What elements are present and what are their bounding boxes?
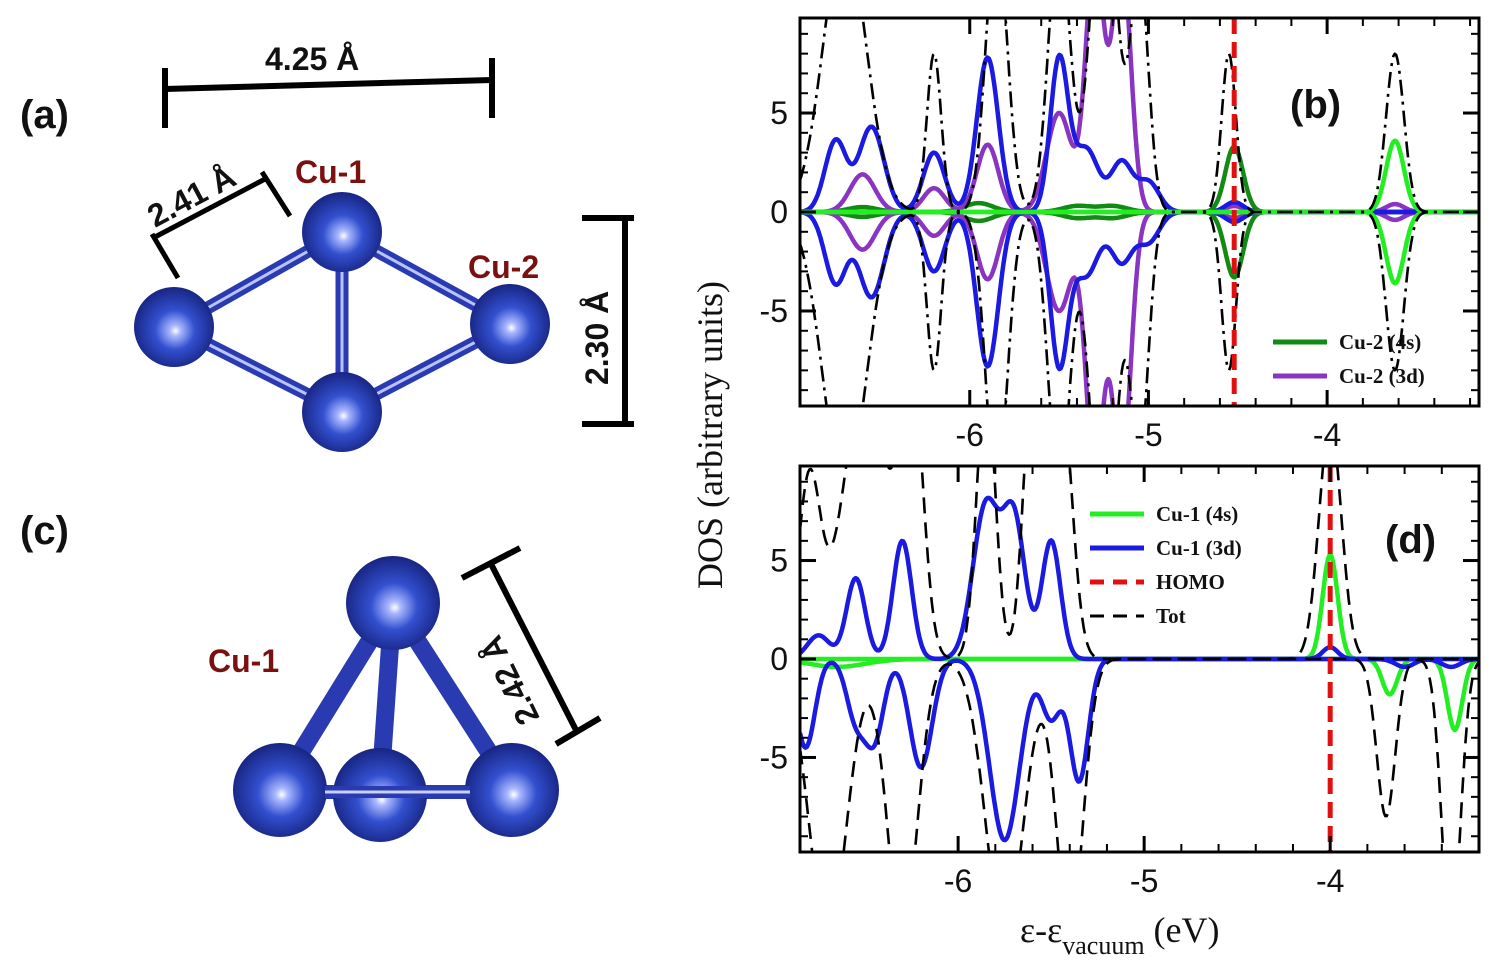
x-tick-label: -5 bbox=[1130, 863, 1158, 899]
y-tick-label: -5 bbox=[760, 739, 788, 775]
dimension-label-a2: 2.41 Å bbox=[141, 158, 241, 234]
y-tick-label: 0 bbox=[770, 194, 788, 230]
atom-cu2-left bbox=[134, 287, 214, 367]
legend-d: Cu-1 (4s) Cu-1 (3d) HOMO Tot bbox=[1090, 502, 1242, 628]
panel-label-a: (a) bbox=[20, 93, 69, 137]
legend-b: Cu-2 (4s) Cu-2 (3d) bbox=[1273, 330, 1425, 388]
atom-c-left bbox=[233, 743, 327, 837]
atom-label-cu2: Cu-2 bbox=[468, 249, 539, 285]
legend-label: Tot bbox=[1156, 604, 1186, 628]
legend-label: Cu-1 (4s) bbox=[1156, 502, 1238, 526]
plot-frame-d bbox=[798, 464, 1481, 854]
dimension-tick bbox=[554, 715, 602, 747]
dimension-bar-c bbox=[487, 560, 580, 734]
x-tick-label: -6 bbox=[944, 863, 972, 899]
dimension-tick bbox=[259, 170, 293, 218]
y-tick-label: -5 bbox=[760, 293, 788, 329]
dimension-bar-a2 bbox=[153, 175, 269, 240]
dimension-bar-a1 bbox=[164, 77, 493, 92]
legend-label: Cu-2 (3d) bbox=[1339, 364, 1425, 388]
legend-label: Cu-2 (4s) bbox=[1339, 330, 1421, 354]
panel-label-d: (d) bbox=[1385, 518, 1436, 562]
atom-c-top bbox=[346, 556, 440, 650]
dos-plot-b: -6 -5 -4 -5 0 5 (b) Cu-2 (4s) Cu-2 (3d) bbox=[760, 16, 1481, 453]
dimension-tick bbox=[149, 232, 181, 280]
x-tick-label: -6 bbox=[956, 417, 984, 453]
series-cu-4s-light-down bbox=[800, 209, 1479, 286]
x-tick-label: -5 bbox=[1134, 417, 1162, 453]
dos-plot-d: -6 -5 -4 -5 0 5 (d) Cu-1 (4s) Cu-1 (3d) HOMO Tot bbox=[760, 464, 1481, 899]
legend-label: HOMO bbox=[1156, 570, 1225, 594]
legend-label: Cu-1 (3d) bbox=[1156, 536, 1242, 560]
dimension-label-a3: 2.30 Å bbox=[579, 291, 615, 385]
series-tot-up bbox=[800, 466, 1479, 661]
panel-label-c: (c) bbox=[20, 509, 69, 553]
series-cu-1-4s-up bbox=[800, 552, 1479, 662]
panel-a: (a) 4.25 Å 2.41 Å 2.30 Å bbox=[20, 41, 634, 452]
x-tick-label: -4 bbox=[1313, 417, 1341, 453]
panel-c: (c) 2.42 Å Cu-1 bbox=[20, 509, 602, 842]
atom-cu1-bottom bbox=[302, 372, 382, 452]
y-tick-label: 5 bbox=[770, 543, 788, 579]
plot-frame-b bbox=[798, 16, 1481, 408]
atom-cu1-top bbox=[302, 192, 382, 272]
x-axis-title: ε-εvacuum (eV) bbox=[1020, 910, 1220, 960]
panel-label-b: (b) bbox=[1290, 83, 1341, 127]
atom-cu2-right bbox=[470, 284, 550, 364]
atom-label-cu1: Cu-1 bbox=[295, 154, 366, 190]
y-tick-label: 5 bbox=[770, 95, 788, 131]
series-tot-down bbox=[800, 210, 1479, 406]
dimension-label-a1: 4.25 Å bbox=[265, 41, 359, 77]
series-cu-1-3d-down bbox=[800, 656, 1479, 843]
series-tot-down bbox=[800, 657, 1479, 852]
x-tick-label: -4 bbox=[1316, 863, 1344, 899]
atom-c-right bbox=[465, 743, 559, 837]
atom-label-c-cu1: Cu-1 bbox=[208, 643, 279, 679]
y-tick-label: 0 bbox=[770, 641, 788, 677]
series-tot-up bbox=[800, 18, 1479, 214]
series-cu-1-3d-up bbox=[800, 495, 1479, 662]
dimension-tick bbox=[460, 545, 522, 581]
y-axis-title: DOS (arbitrary units) bbox=[690, 281, 730, 589]
